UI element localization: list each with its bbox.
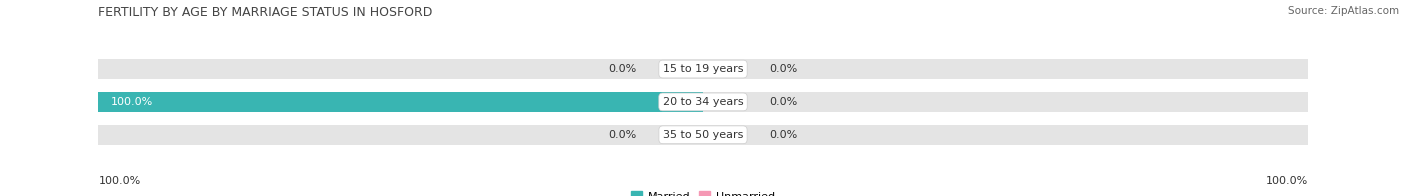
Bar bbox=[98, 125, 703, 145]
Text: 100.0%: 100.0% bbox=[111, 97, 153, 107]
Text: 0.0%: 0.0% bbox=[769, 130, 797, 140]
Legend: Married, Unmarried: Married, Unmarried bbox=[627, 187, 779, 196]
Text: 0.0%: 0.0% bbox=[769, 64, 797, 74]
Text: 15 to 19 years: 15 to 19 years bbox=[662, 64, 744, 74]
Text: FERTILITY BY AGE BY MARRIAGE STATUS IN HOSFORD: FERTILITY BY AGE BY MARRIAGE STATUS IN H… bbox=[98, 6, 433, 19]
Text: 0.0%: 0.0% bbox=[769, 97, 797, 107]
Bar bbox=[703, 92, 1308, 112]
Text: 100.0%: 100.0% bbox=[98, 176, 141, 186]
Text: 0.0%: 0.0% bbox=[609, 130, 637, 140]
Bar bbox=[98, 92, 703, 112]
Bar bbox=[98, 59, 703, 79]
Text: 0.0%: 0.0% bbox=[609, 64, 637, 74]
Text: 20 to 34 years: 20 to 34 years bbox=[662, 97, 744, 107]
Text: 35 to 50 years: 35 to 50 years bbox=[662, 130, 744, 140]
Text: 100.0%: 100.0% bbox=[1265, 176, 1308, 186]
Text: Source: ZipAtlas.com: Source: ZipAtlas.com bbox=[1288, 6, 1399, 16]
Bar bbox=[98, 92, 703, 112]
Bar bbox=[703, 59, 1308, 79]
Bar bbox=[703, 125, 1308, 145]
